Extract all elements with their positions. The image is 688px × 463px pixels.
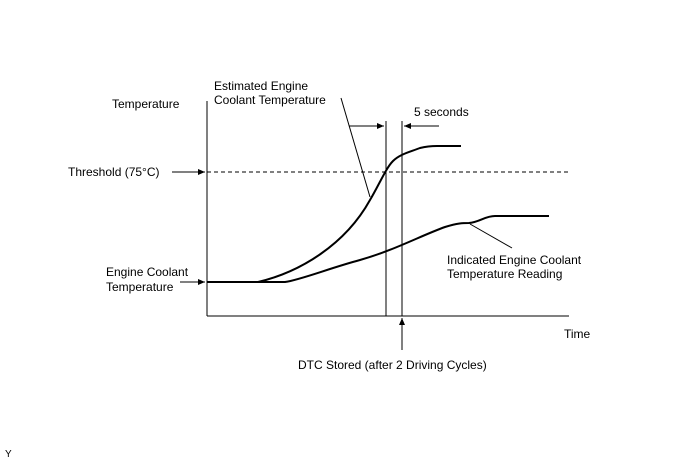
estimated-temperature-curve <box>207 145 461 283</box>
y-axis-label: Temperature <box>112 97 180 111</box>
estimated-label-line1: Estimated Engine <box>214 79 308 93</box>
figure-id: Y <box>5 449 12 460</box>
indicated-temperature-curve <box>258 215 549 283</box>
indicated-label-line1: Indicated Engine Coolant <box>447 253 582 267</box>
baseline-label-line1: Engine Coolant <box>106 265 189 279</box>
estimated-label-line2: Coolant Temperature <box>214 93 326 107</box>
dtc-label: DTC Stored (after 2 Driving Cycles) <box>298 358 487 372</box>
indicated-label-line2: Temperature Reading <box>447 267 562 281</box>
estimated-leader-line <box>340 97 371 198</box>
indicated-leader-line <box>469 223 513 249</box>
x-axis-label: Time <box>564 327 591 341</box>
interval-label: 5 seconds <box>414 105 469 119</box>
baseline-label-line2: Temperature <box>106 280 174 294</box>
threshold-label: Threshold (75°C) <box>68 165 160 179</box>
